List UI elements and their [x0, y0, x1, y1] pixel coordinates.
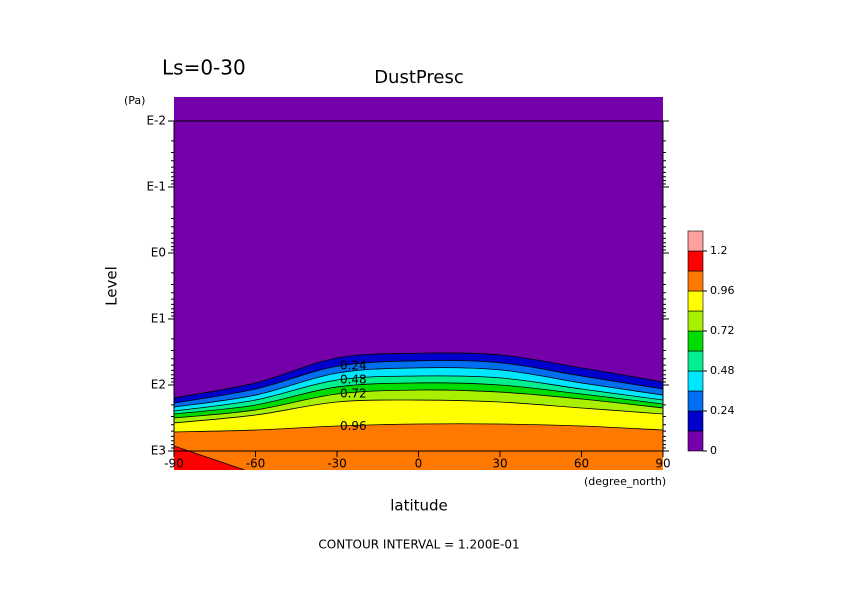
x-tick-label: 90 [655, 457, 670, 471]
y-tick-label: E0 [151, 246, 166, 260]
contour-band [174, 446, 245, 470]
contour-line [174, 445, 245, 470]
subtitle: Ls=0-30 [162, 56, 246, 80]
colorbar-box [687, 410, 704, 432]
colorbar-box [687, 270, 704, 292]
contour-line [174, 352, 663, 399]
colorbar-box [687, 370, 704, 392]
colorbar-tick-label: 0.72 [710, 324, 735, 337]
contour-band [174, 423, 663, 470]
y-tick-label: E1 [151, 312, 166, 326]
colorbar-box [687, 390, 704, 412]
colorbar-box [687, 330, 704, 352]
contour-label: 0.24 [340, 359, 367, 373]
colorbar-tick-label: 0 [710, 444, 717, 457]
contour-line [174, 382, 663, 415]
colorbar-box [687, 350, 704, 372]
colorbar-tick-label: 0.96 [710, 284, 735, 297]
y-tick-label: E2 [151, 378, 166, 392]
contour-label: 0.96 [340, 419, 367, 433]
colorbar-box [687, 430, 704, 452]
contour-line [174, 367, 663, 408]
contour-interval-note: CONTOUR INTERVAL = 1.200E-01 [318, 538, 519, 552]
x-tick-label: 30 [492, 457, 507, 471]
contour-fills [174, 97, 663, 470]
contour-line [174, 375, 663, 412]
colorbar-tick-label: 1.2 [710, 244, 728, 257]
y-tick-label: E-2 [146, 114, 166, 128]
contour-line [174, 389, 663, 419]
x-axis-label: latitude [390, 497, 448, 515]
colorbar-box [687, 310, 704, 332]
x-tick-label: -30 [327, 457, 347, 471]
y-tick-label: E3 [151, 444, 166, 458]
contour-label: 0.72 [340, 387, 367, 401]
contour-line [174, 423, 663, 433]
x-tick-label: 60 [574, 457, 589, 471]
y-axis-label: Level [103, 266, 121, 306]
colorbar-box [687, 250, 704, 272]
y-unit: (Pa) [124, 94, 145, 107]
x-tick-label: -90 [164, 457, 184, 471]
contour-lines: 0.240.480.72 0.96 [174, 352, 663, 470]
contour-line [174, 399, 663, 424]
chart-title: DustPresc [374, 67, 464, 88]
contour-line [174, 360, 663, 404]
colorbar-box [687, 290, 704, 312]
contour-label: 0.48 [340, 373, 367, 387]
x-unit: (degree_north) [584, 475, 666, 488]
x-tick-label: 0 [415, 457, 423, 471]
colorbar-tick-label: 0.48 [710, 364, 735, 377]
y-tick-label: E-1 [146, 180, 166, 194]
colorbar-box [687, 230, 704, 252]
colorbar-tick-label: 0.24 [710, 404, 735, 417]
x-tick-label: -60 [246, 457, 266, 471]
